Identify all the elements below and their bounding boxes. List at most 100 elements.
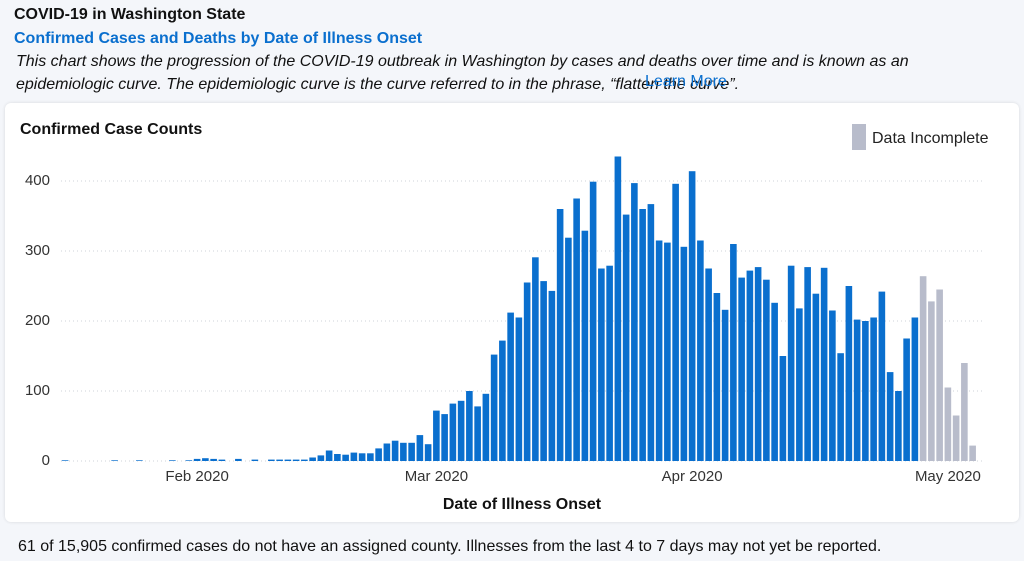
bar <box>598 268 605 461</box>
bar <box>457 400 465 461</box>
bar <box>202 458 209 461</box>
bar <box>969 445 976 461</box>
bar <box>845 286 853 461</box>
bar <box>565 237 572 461</box>
y-tick-label: 300 <box>25 242 50 259</box>
x-tick-label: Mar 2020 <box>405 468 468 485</box>
bar <box>433 410 440 461</box>
chart-title: Confirmed Case Counts <box>20 121 202 138</box>
bar <box>730 244 737 461</box>
bar <box>829 310 836 461</box>
bar <box>383 443 391 461</box>
bar <box>804 267 811 461</box>
bar <box>631 183 638 461</box>
bar <box>614 156 622 461</box>
bar <box>672 183 679 462</box>
bar <box>276 459 283 461</box>
bar <box>862 321 869 461</box>
bar <box>721 309 729 461</box>
bar <box>878 291 886 461</box>
bar <box>928 301 935 461</box>
bar <box>408 442 415 461</box>
bar <box>589 181 597 461</box>
bar <box>548 290 556 461</box>
bar <box>713 293 721 461</box>
bar <box>169 460 176 461</box>
bar <box>886 372 894 461</box>
bar <box>771 302 778 461</box>
bar <box>523 282 531 461</box>
bar <box>796 308 803 461</box>
bar <box>944 387 952 461</box>
bar <box>664 242 671 461</box>
bar <box>936 289 943 461</box>
y-tick-label: 200 <box>25 312 50 329</box>
bar <box>334 454 341 461</box>
bar <box>779 356 787 461</box>
bar <box>61 460 69 461</box>
x-tick-label: May 2020 <box>915 468 981 485</box>
x-tick-label: Apr 2020 <box>662 468 723 485</box>
bar <box>919 276 927 461</box>
bar <box>515 317 523 461</box>
bar <box>853 319 861 461</box>
bar <box>688 171 696 461</box>
bar <box>507 312 514 461</box>
bar <box>961 363 968 461</box>
bar <box>292 459 300 461</box>
description: epidemiologic curve. The epidemiologic c… <box>16 76 740 93</box>
x-tick-label: Feb 2020 <box>165 468 228 485</box>
bar <box>185 460 193 461</box>
bar <box>606 265 613 461</box>
bar <box>763 279 770 461</box>
y-tick-label: 0 <box>42 452 50 469</box>
bar <box>268 459 275 461</box>
bar <box>474 406 481 461</box>
legend-label: Data Incomplete <box>872 130 989 147</box>
bar <box>705 268 712 461</box>
bar <box>738 277 745 461</box>
bar <box>391 440 399 461</box>
bar <box>490 354 498 461</box>
bar <box>301 459 308 461</box>
bar <box>416 435 424 461</box>
bar <box>111 460 118 461</box>
page-title: COVID-19 in Washington State <box>14 6 246 23</box>
bar <box>895 391 902 461</box>
bar <box>870 317 877 461</box>
bar <box>325 450 333 461</box>
bar <box>911 317 919 461</box>
bar <box>952 415 960 461</box>
page-subtitle: Confirmed Cases and Deaths by Date of Il… <box>14 30 423 47</box>
bar <box>812 293 820 461</box>
bar <box>787 265 795 461</box>
bar <box>375 448 382 461</box>
bar <box>680 246 688 461</box>
bar <box>556 209 564 461</box>
bar <box>449 403 457 461</box>
bar <box>284 459 292 461</box>
bar <box>317 455 325 461</box>
bar <box>193 458 201 461</box>
bar <box>309 457 316 461</box>
footer-note: 61 of 15,905 confirmed cases do not have… <box>18 538 882 555</box>
bar <box>647 204 655 461</box>
bar <box>540 281 547 461</box>
bar <box>210 458 217 461</box>
bar <box>746 270 754 461</box>
bar <box>424 444 432 461</box>
y-tick-label: 100 <box>25 382 50 399</box>
y-tick-label: 400 <box>25 172 50 189</box>
bar <box>342 454 349 461</box>
bar <box>837 353 844 461</box>
bar <box>441 414 448 461</box>
bar <box>235 458 242 461</box>
bar <box>903 338 910 461</box>
bar <box>655 240 663 461</box>
bar <box>400 442 407 461</box>
bar <box>754 267 762 461</box>
bar <box>367 453 374 461</box>
learn-more-link[interactable]: Learn More <box>645 73 727 90</box>
